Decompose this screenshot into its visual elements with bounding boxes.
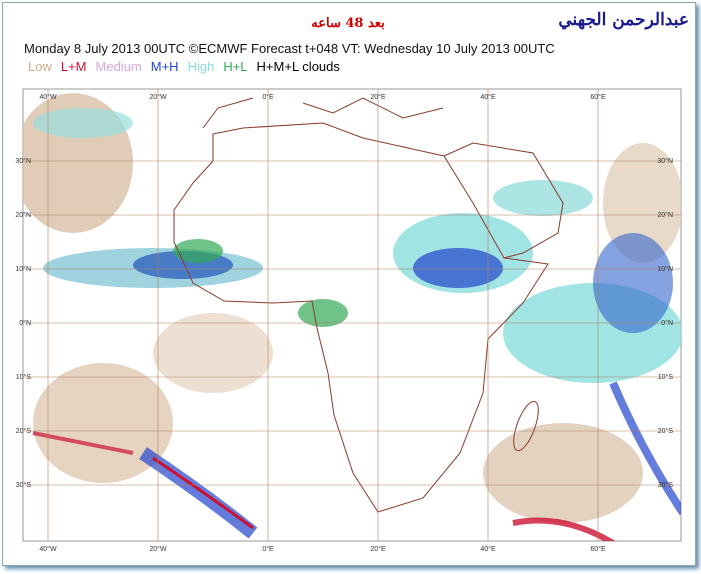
frame: عبدالرحمن الجهني بعد 48 ساعه Monday 8 Ju… xyxy=(2,2,696,566)
legend-item: H+L xyxy=(223,59,247,74)
latitude-label: 30°S xyxy=(658,481,674,489)
latitude-label: 10°S xyxy=(658,373,674,381)
legend-item: High xyxy=(188,59,215,74)
axis-labels: 40°W 40°W 20°W 20°W 0°E 0°E 20°E 20°E 40°E 40°E 60… xyxy=(15,93,673,553)
latitude-label: 20°N xyxy=(657,211,673,219)
longitude-label: 40°E xyxy=(480,93,496,101)
latitude-label: 0°N xyxy=(661,319,673,327)
legend-item: Medium xyxy=(96,59,142,74)
latitude-label: 20°S xyxy=(658,427,674,435)
forecast-note: بعد 48 ساعه xyxy=(311,16,384,31)
longitude-label: 0°E xyxy=(262,545,274,553)
latitude-label: 30°S xyxy=(16,481,32,489)
latitude-label: 30°N xyxy=(657,157,673,165)
latitude-label: 0°N xyxy=(19,319,31,327)
map xyxy=(23,93,681,541)
title: Monday 8 July 2013 00UTC ©ECMWF Forecast… xyxy=(24,41,555,56)
latitude-label: 30°N xyxy=(15,157,31,165)
graticule xyxy=(23,89,681,541)
author: عبدالرحمن الجهني xyxy=(558,10,689,30)
longitude-label: 20°E xyxy=(370,93,386,101)
latitude-label: 20°S xyxy=(16,427,32,435)
latitude-label: 10°N xyxy=(657,265,673,273)
longitude-label: 40°W xyxy=(39,545,57,553)
legend-item: H+M+L clouds xyxy=(257,59,341,74)
latitude-label: 20°N xyxy=(15,211,31,219)
latitude-label: 10°N xyxy=(15,265,31,273)
legend-item: L+M xyxy=(61,59,87,74)
longitude-label: 20°W xyxy=(149,93,167,101)
longitude-label: 40°E xyxy=(480,545,496,553)
longitude-label: 60°E xyxy=(590,93,606,101)
legend-item: M+H xyxy=(151,59,179,74)
page: عبدالرحمن الجهني بعد 48 ساعه Monday 8 Ju… xyxy=(15,10,689,553)
longitude-label: 40°W xyxy=(39,93,57,101)
longitude-label: 0°E xyxy=(262,93,274,101)
latitude-label: 10°S xyxy=(16,373,32,381)
longitude-label: 20°E xyxy=(370,545,386,553)
legend: Low L+M Medium M+H High H+L H+M+L clouds xyxy=(28,59,340,74)
legend-item: Low xyxy=(28,59,52,74)
longitude-label: 60°E xyxy=(590,545,606,553)
longitude-label: 20°W xyxy=(149,545,167,553)
